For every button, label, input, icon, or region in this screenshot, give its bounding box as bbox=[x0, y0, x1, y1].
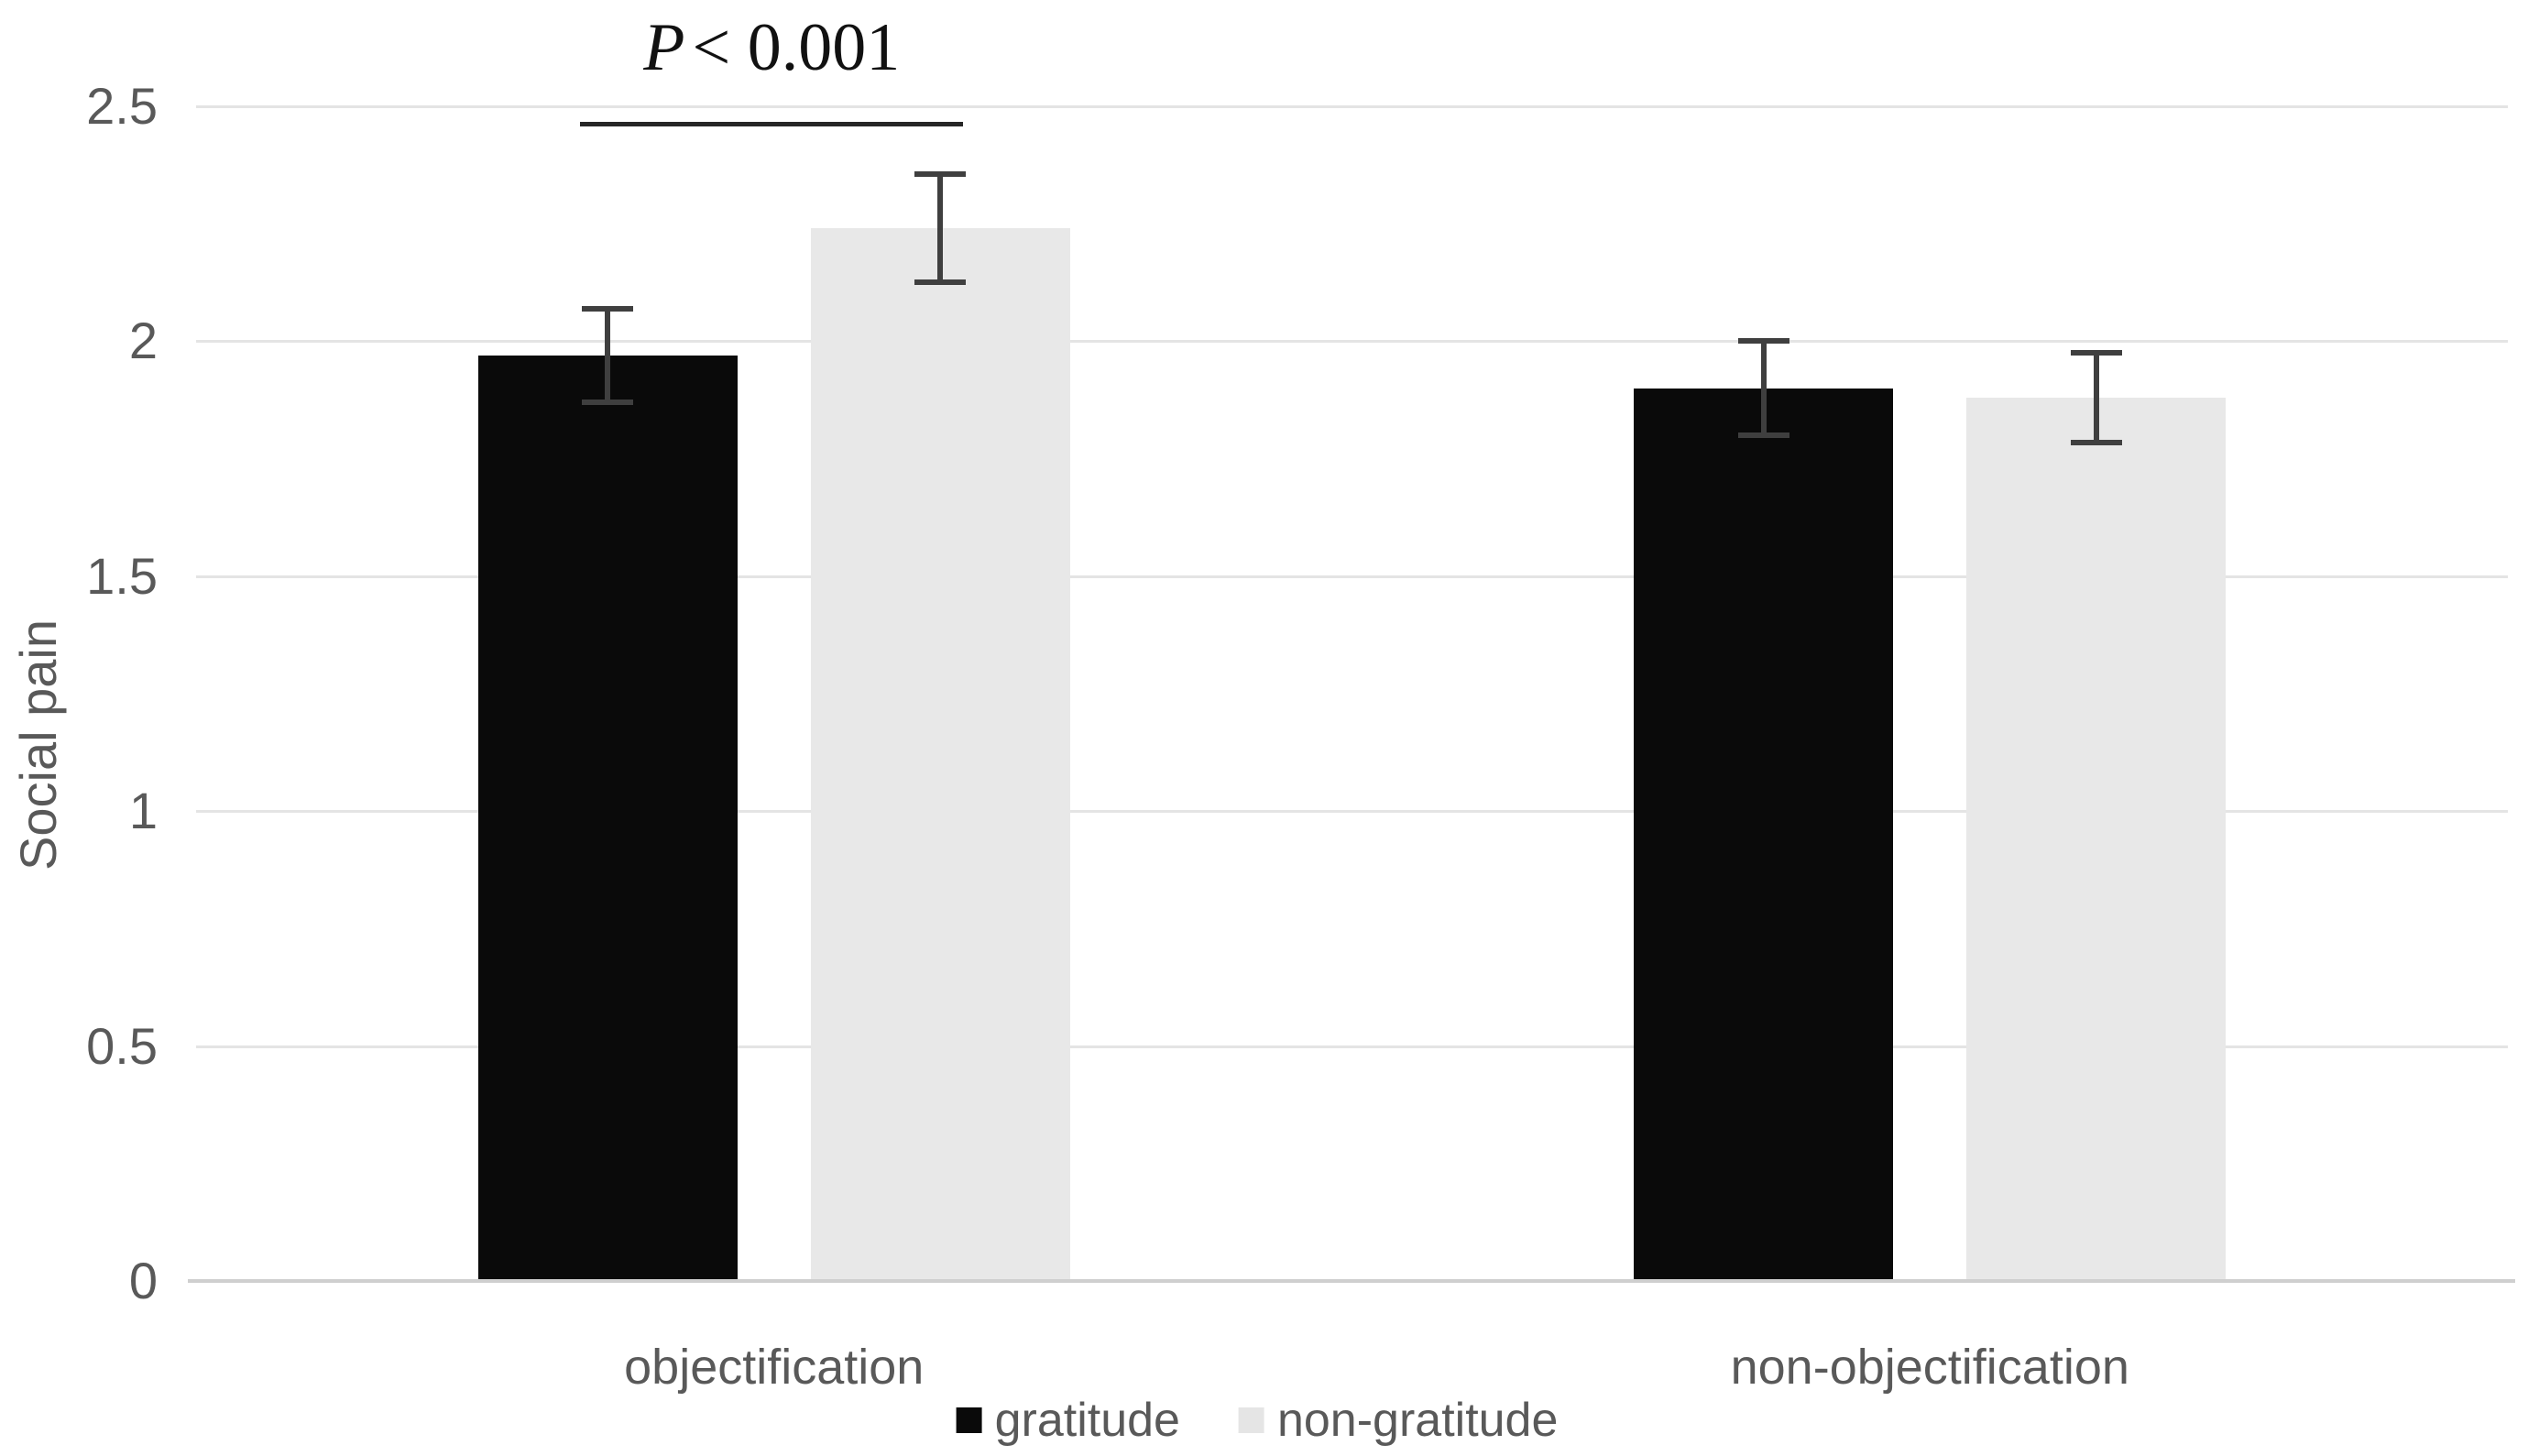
error-bar-cap-top-gratitude-objectification bbox=[582, 305, 634, 312]
significance-p-symbol: P bbox=[643, 10, 685, 85]
significance-line bbox=[580, 122, 964, 126]
y-tick-label-1.5: 1.5 bbox=[86, 546, 158, 605]
legend-item-non-gratitude: non-gratitude bbox=[1238, 1394, 1559, 1447]
y-tick-label-0: 0 bbox=[128, 1252, 158, 1309]
y-tick-label-2: 2 bbox=[128, 312, 158, 370]
error-bar-non-gratitude-non-objectification bbox=[2093, 353, 2099, 443]
legend: gratitude non-gratitude bbox=[956, 1394, 1559, 1447]
gridline-1.5 bbox=[196, 575, 2508, 578]
y-tick-label-0.5: 0.5 bbox=[86, 1016, 158, 1075]
legend-label-gratitude: gratitude bbox=[994, 1394, 1180, 1447]
error-bar-cap-bottom-non-gratitude-non-objectification bbox=[2070, 439, 2122, 445]
gridline-0.5 bbox=[196, 1045, 2508, 1048]
bar-non-gratitude-objectification bbox=[810, 228, 1070, 1281]
bar-non-gratitude-non-objectification bbox=[1966, 397, 2227, 1281]
x-axis-label-objectification: objectification bbox=[624, 1340, 925, 1395]
error-bar-gratitude-non-objectification bbox=[1760, 341, 1767, 435]
gridline-2 bbox=[196, 340, 2508, 344]
legend-swatch-non-gratitude bbox=[1238, 1407, 1264, 1433]
legend-label-non-gratitude: non-gratitude bbox=[1276, 1394, 1559, 1447]
y-tick-label-1: 1 bbox=[128, 782, 158, 840]
x-axis-line bbox=[188, 1279, 2515, 1283]
gridline-1 bbox=[196, 810, 2508, 814]
significance-comparison: < 0.001 bbox=[692, 10, 901, 85]
error-bar-non-gratitude-objectification bbox=[937, 174, 944, 283]
error-bar-cap-bottom-gratitude-objectification bbox=[582, 400, 634, 406]
gridline-2.5 bbox=[196, 105, 2508, 108]
bar-gratitude-non-objectification bbox=[1634, 388, 1894, 1281]
legend-item-gratitude: gratitude bbox=[956, 1394, 1180, 1447]
error-bar-cap-bottom-gratitude-non-objectification bbox=[1737, 432, 1789, 438]
bar-gratitude-objectification bbox=[477, 355, 738, 1281]
error-bar-cap-top-non-gratitude-non-objectification bbox=[2070, 350, 2122, 356]
y-tick-label-2.5: 2.5 bbox=[86, 77, 158, 135]
significance-label: P < 0.001 bbox=[643, 11, 900, 84]
error-bar-gratitude-objectification bbox=[605, 308, 611, 403]
error-bar-cap-top-gratitude-non-objectification bbox=[1737, 338, 1789, 345]
error-bar-cap-top-non-gratitude-objectification bbox=[914, 171, 967, 178]
x-axis-label-non-objectification: non-objectification bbox=[1730, 1340, 2129, 1395]
legend-swatch-gratitude bbox=[956, 1407, 982, 1433]
error-bar-cap-bottom-non-gratitude-objectification bbox=[914, 279, 967, 286]
